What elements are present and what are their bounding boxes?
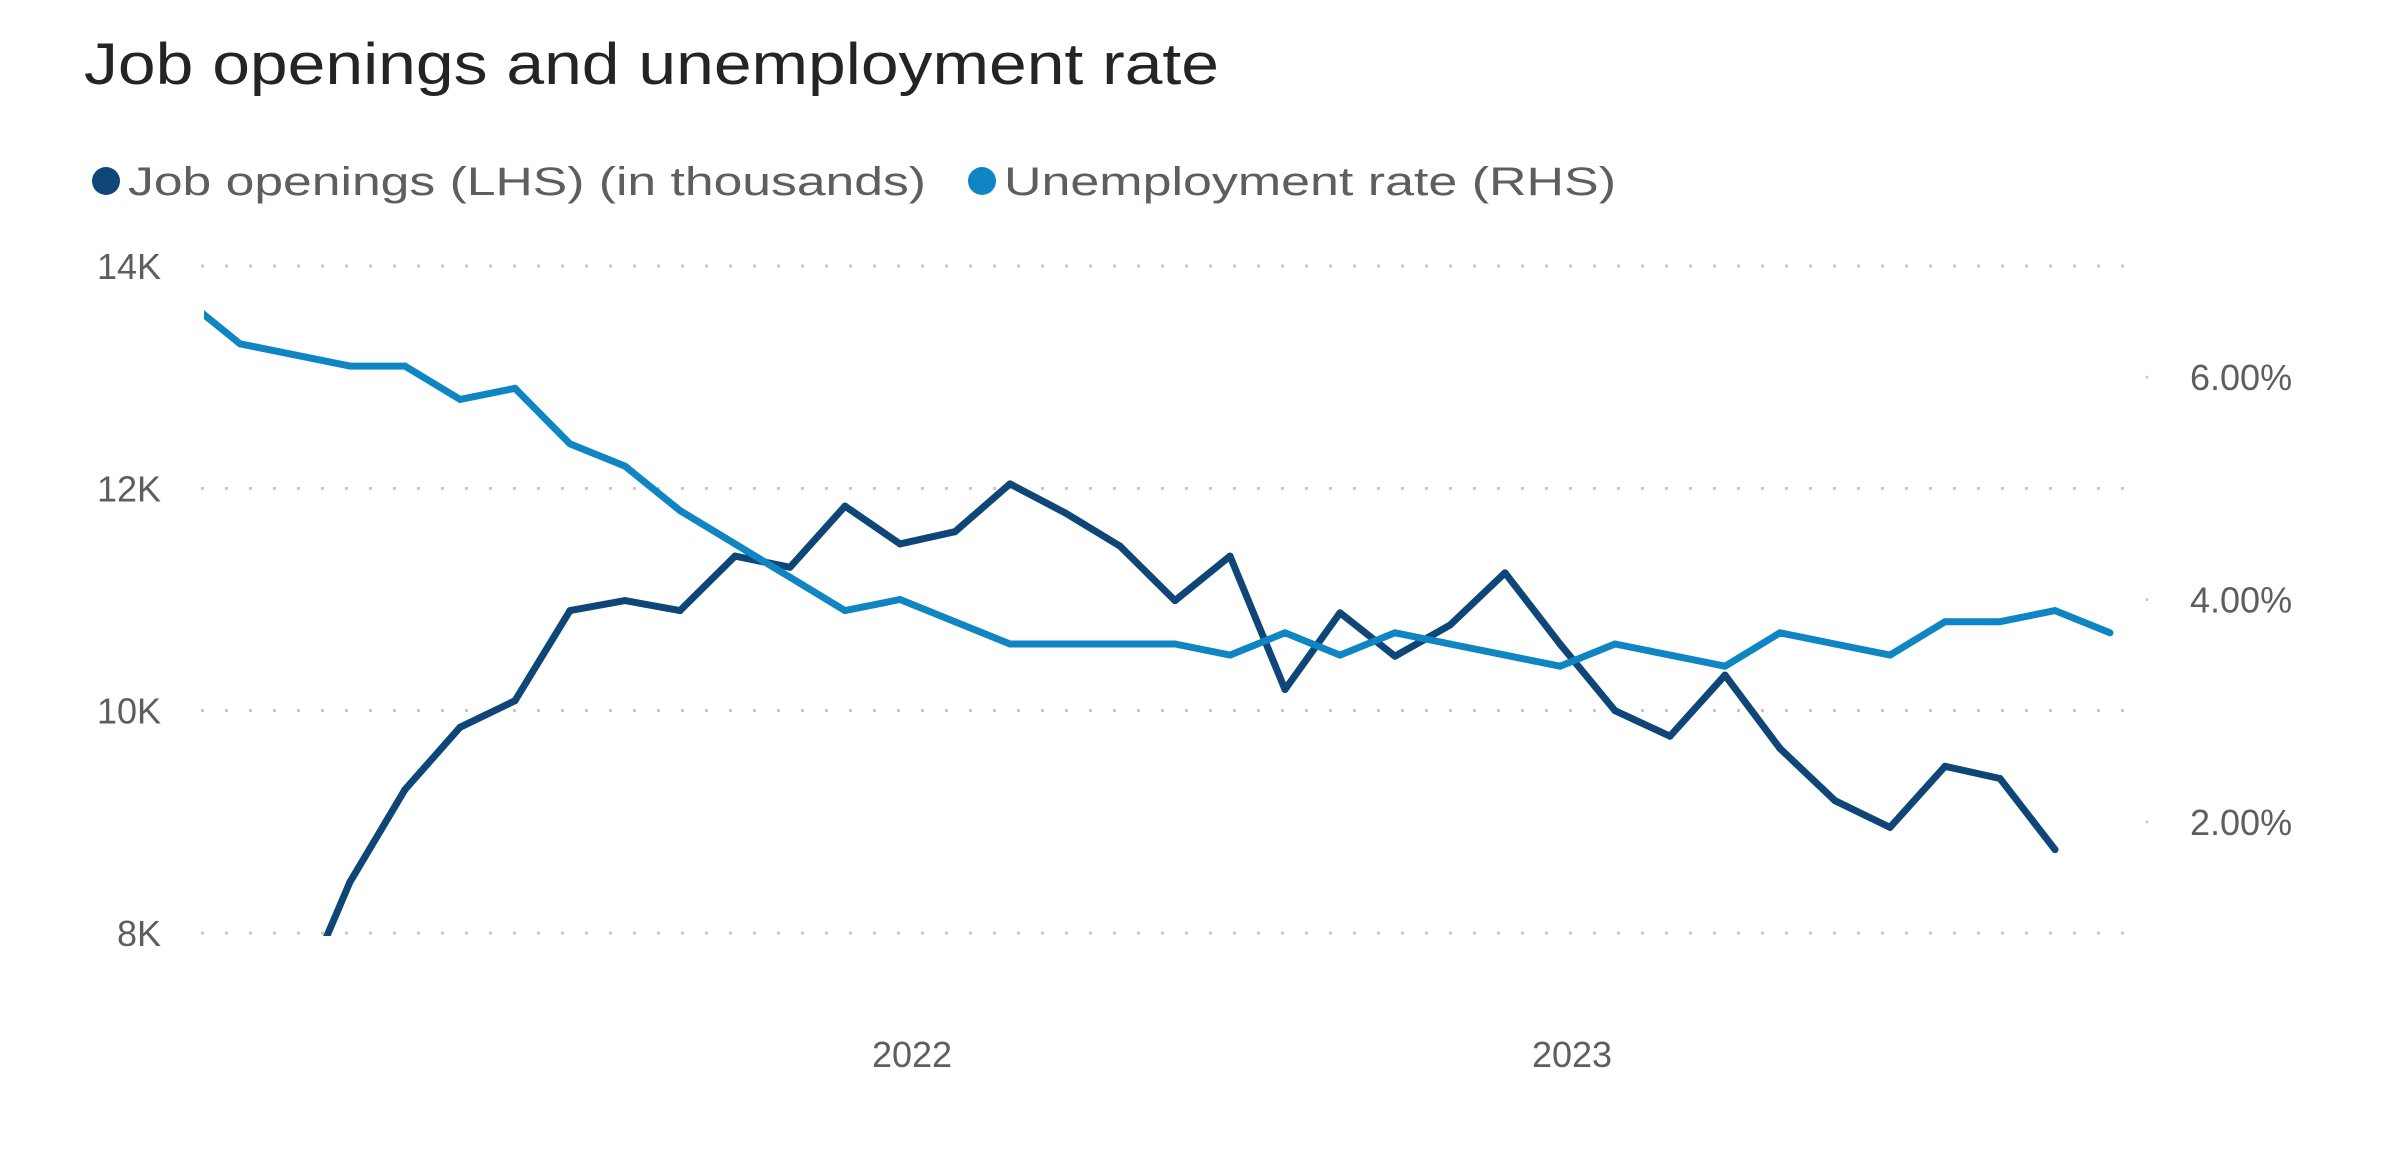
unemployment-rate-point[interactable]: [1226, 651, 1234, 659]
unemployment-rate-point[interactable]: [1941, 618, 1949, 626]
job-openings-point[interactable]: [1446, 621, 1454, 629]
legend-item-job-openings[interactable]: Job openings (LHS) (in thousands): [92, 160, 926, 204]
right-axis-tick-mark: [2145, 598, 2149, 601]
unemployment-rate-point[interactable]: [182, 296, 189, 303]
x-axis-tick-label: 2022: [872, 1034, 952, 1075]
legend-label-job-openings: Job openings (LHS) (in thousands): [128, 160, 926, 204]
legend: Job openings (LHS) (in thousands) Unempl…: [92, 160, 1616, 204]
job-openings-point[interactable]: [566, 607, 574, 615]
job-openings-point[interactable]: [511, 697, 519, 705]
legend-marker-unemployment-rate: [968, 167, 996, 195]
unemployment-rate-point[interactable]: [1281, 629, 1289, 637]
job-openings-point[interactable]: [1776, 744, 1784, 752]
unemployment-rate-point[interactable]: [2106, 629, 2114, 637]
unemployment-rate-point[interactable]: [621, 462, 629, 470]
job-openings-point[interactable]: [786, 563, 794, 571]
right-axis-tick-label: 6.00%: [2190, 357, 2292, 398]
job-openings-point[interactable]: [1171, 597, 1179, 605]
unemployment-rate-point[interactable]: [1446, 640, 1454, 648]
job-openings-point[interactable]: [841, 502, 849, 510]
job-openings-point[interactable]: [1006, 480, 1014, 488]
unemployment-rate-point[interactable]: [1336, 651, 1344, 659]
unemployment-rate-point[interactable]: [786, 573, 794, 581]
series-line-unemployment-rate[interactable]: [185, 299, 2112, 670]
job-openings-point[interactable]: [621, 597, 629, 605]
job-openings-point[interactable]: [1611, 707, 1619, 715]
right-axis-tick-label: 4.00%: [2190, 580, 2292, 621]
legend-label-unemployment-rate: Unemployment rate (RHS): [1004, 160, 1616, 204]
job-openings-point[interactable]: [951, 528, 959, 536]
unemployment-rate-point[interactable]: [841, 607, 849, 615]
unemployment-rate-point[interactable]: [346, 362, 354, 370]
job-openings-point[interactable]: [731, 552, 739, 560]
job-openings-point[interactable]: [1281, 686, 1289, 694]
job-openings-point[interactable]: [1886, 823, 1894, 831]
unemployment-rate-point[interactable]: [731, 540, 739, 548]
series-lines: [182, 296, 2114, 1014]
left-axis-tick-label: 14K: [97, 246, 161, 287]
left-axis-tick-label: 12K: [97, 468, 161, 509]
job-openings-point[interactable]: [1391, 652, 1399, 660]
unemployment-rate-point[interactable]: [1116, 640, 1124, 648]
right-axis-tick-mark: [2145, 375, 2149, 379]
job-openings-point[interactable]: [1061, 509, 1069, 517]
right-axis: 2.00% 4.00% 6.00%: [2145, 357, 2292, 843]
job-openings-point[interactable]: [1336, 609, 1344, 617]
legend-item-unemployment-rate[interactable]: Unemployment rate (RHS): [968, 160, 1616, 204]
legend-marker-job-openings: [92, 167, 120, 195]
job-openings-point[interactable]: [1116, 542, 1124, 550]
chart-title: Job openings and unemployment rate: [84, 32, 1219, 97]
unemployment-rate-point[interactable]: [291, 351, 299, 359]
job-openings-point[interactable]: [1941, 762, 1949, 770]
unemployment-rate-point[interactable]: [1391, 629, 1399, 637]
unemployment-rate-point[interactable]: [456, 395, 464, 403]
series-line-job-openings[interactable]: [295, 480, 2058, 1011]
job-openings-point[interactable]: [1226, 552, 1234, 560]
job-openings-point[interactable]: [1831, 797, 1839, 805]
unemployment-rate-point[interactable]: [1556, 662, 1564, 670]
unemployment-rate-point[interactable]: [951, 618, 959, 626]
job-openings-point[interactable]: [896, 540, 904, 548]
unemployment-rate-point[interactable]: [566, 440, 574, 448]
job-openings-point[interactable]: [1666, 732, 1674, 740]
unemployment-rate-point[interactable]: [1611, 640, 1619, 648]
unemployment-rate-point[interactable]: [1061, 640, 1069, 648]
x-axis-tick-label: 2023: [1532, 1034, 1612, 1075]
job-openings-point[interactable]: [676, 607, 684, 615]
job-openings-point[interactable]: [1721, 671, 1729, 679]
unemployment-rate-point[interactable]: [236, 340, 244, 348]
unemployment-rate-point[interactable]: [1721, 662, 1729, 670]
unemployment-rate-point[interactable]: [1171, 640, 1179, 648]
job-openings-point[interactable]: [1556, 640, 1564, 648]
unemployment-rate-point[interactable]: [1996, 618, 2004, 626]
job-openings-point[interactable]: [1996, 774, 2004, 782]
unemployment-rate-point[interactable]: [896, 596, 904, 603]
job-openings-point[interactable]: [346, 878, 354, 886]
right-axis-tick-label: 2.00%: [2190, 802, 2292, 843]
left-axis: 8K 10K 12K 14K: [97, 246, 161, 954]
job-openings-point[interactable]: [2051, 846, 2059, 854]
unemployment-rate-point[interactable]: [2051, 607, 2059, 615]
unemployment-rate-point[interactable]: [1006, 640, 1014, 648]
job-openings-point[interactable]: [401, 786, 409, 794]
left-axis-tick-label: 8K: [117, 913, 161, 954]
unemployment-rate-point[interactable]: [676, 507, 684, 515]
left-axis-tick-label: 10K: [97, 691, 161, 732]
unemployment-rate-point[interactable]: [1501, 651, 1509, 659]
job-openings-point[interactable]: [1501, 569, 1509, 577]
unemployment-rate-point[interactable]: [1666, 651, 1674, 659]
unemployment-rate-point[interactable]: [1886, 651, 1894, 659]
job-openings-point[interactable]: [456, 723, 464, 731]
unemployment-rate-point[interactable]: [1776, 629, 1784, 637]
unemployment-rate-point[interactable]: [1831, 640, 1839, 648]
unemployment-rate-point[interactable]: [401, 362, 409, 370]
job-openings-point[interactable]: [292, 1007, 299, 1014]
x-axis: 2022 2023: [872, 1034, 1612, 1075]
right-axis-tick-mark: [2145, 820, 2149, 824]
unemployment-rate-point[interactable]: [511, 384, 519, 392]
